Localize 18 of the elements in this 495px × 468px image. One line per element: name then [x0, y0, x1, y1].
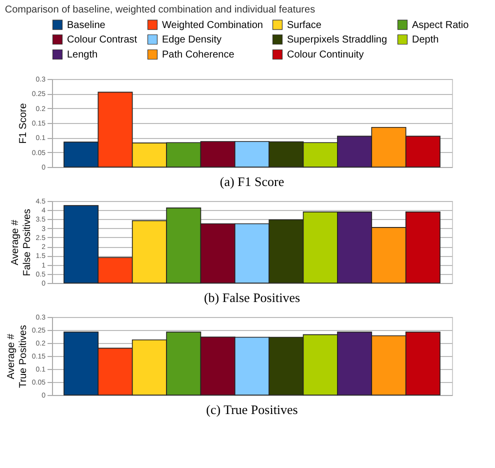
- text: (c) True Positives: [206, 402, 298, 417]
- legend-label: Edge Density: [162, 34, 222, 46]
- legend-label: Length: [67, 50, 98, 60]
- text: (b) False Positives: [204, 290, 300, 305]
- legend-label: Aspect Ratio: [412, 20, 470, 31]
- chart-title: Comparison of baseline, weighted combination and individual features: [4, 4, 316, 16]
- legend-label: Colour Contrast: [67, 34, 138, 46]
- legend-label: Surface: [287, 20, 322, 31]
- y-axis-title: Average # True Positives: [6, 325, 29, 388]
- legend-label: Weighted Combination: [162, 20, 263, 31]
- legend-label: Superpixels Straddling: [287, 34, 388, 46]
- legend-label: Path Coherence: [162, 50, 235, 60]
- legend-label: Baseline: [67, 20, 106, 31]
- y-axis-title: F1 Score: [18, 102, 29, 144]
- legend-label: Colour Continuity: [287, 50, 364, 60]
- y-axis-title: Average # False Positives: [10, 208, 33, 276]
- text: (a) F1 Score: [220, 174, 284, 189]
- legend-label: Depth: [412, 34, 439, 46]
